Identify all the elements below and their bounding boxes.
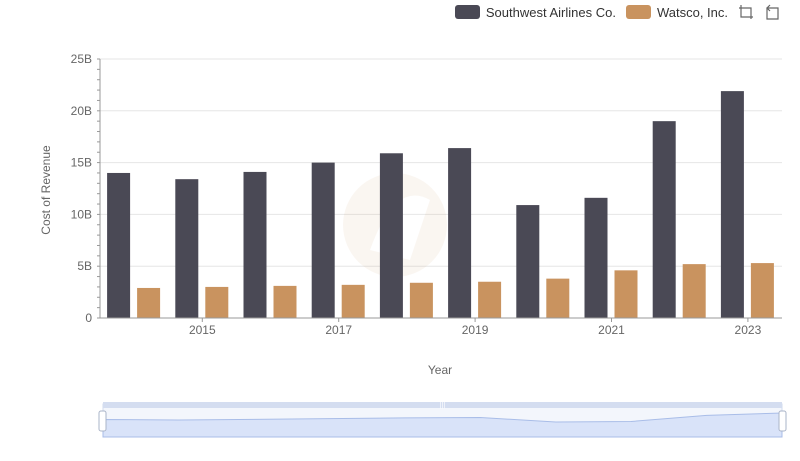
- y-tick-label: 0: [85, 311, 92, 325]
- zoom-icon[interactable]: [738, 4, 754, 20]
- x-tick-label: 2019: [462, 323, 489, 337]
- bar-watsco: [137, 287, 161, 318]
- bar-watsco: [409, 282, 433, 318]
- bar-watsco: [614, 270, 638, 318]
- restore-icon[interactable]: [764, 4, 780, 20]
- datazoom-top-bar: [103, 402, 782, 408]
- datazoom-right-handle: [778, 410, 787, 432]
- bar-watsco: [205, 286, 229, 318]
- legend-label-watsco: Watsco, Inc.: [656, 4, 728, 20]
- bar-southwest: [379, 153, 403, 318]
- y-axis-title: Cost of Revenue: [39, 145, 53, 235]
- bar-southwest: [448, 148, 472, 318]
- bar-southwest: [175, 179, 199, 318]
- legend-swatch-southwest: [454, 5, 480, 19]
- y-axis: 0 5B 10B 15B 20B 25B: [71, 52, 101, 325]
- datazoom-left-handle: [98, 410, 107, 432]
- x-axis-title: Year: [427, 363, 453, 377]
- x-axis: 2015 2017 2019 2021 2023: [100, 317, 782, 337]
- bar-watsco: [273, 285, 297, 318]
- y-tick-label: 10B: [71, 207, 92, 221]
- bar-southwest: [311, 162, 335, 318]
- bar-southwest: [584, 197, 608, 318]
- legend-label-southwest: Southwest Airlines Co.: [485, 4, 616, 20]
- x-tick-label: 2023: [735, 323, 762, 337]
- x-tick-label: 2021: [598, 323, 625, 337]
- bar-southwest: [720, 91, 744, 318]
- x-tick-label: 2017: [325, 323, 352, 337]
- bars: [107, 91, 774, 318]
- bar-watsco: [682, 264, 706, 318]
- datazoom-slider[interactable]: |||: [98, 402, 787, 438]
- datazoom-grip: |||: [440, 402, 446, 409]
- bar-southwest: [107, 172, 131, 318]
- y-tick-label: 20B: [71, 104, 92, 118]
- legend: Southwest Airlines Co. Watsco, Inc.: [454, 4, 780, 20]
- bar-watsco: [478, 281, 502, 318]
- bar-watsco: [546, 278, 570, 318]
- bar-southwest: [652, 121, 676, 318]
- bar-watsco: [341, 284, 365, 318]
- bar-watsco: [750, 263, 774, 318]
- y-tick-label: 15B: [71, 156, 92, 170]
- bar-southwest: [516, 205, 540, 318]
- legend-swatch-watsco: [625, 5, 651, 19]
- legend-item-southwest[interactable]: Southwest Airlines Co.: [454, 4, 616, 20]
- legend-item-watsco[interactable]: Watsco, Inc.: [625, 4, 728, 20]
- y-tick-label: 5B: [77, 259, 92, 273]
- bar-southwest: [243, 171, 267, 318]
- x-tick-label: 2015: [189, 323, 216, 337]
- y-tick-label: 25B: [71, 52, 92, 66]
